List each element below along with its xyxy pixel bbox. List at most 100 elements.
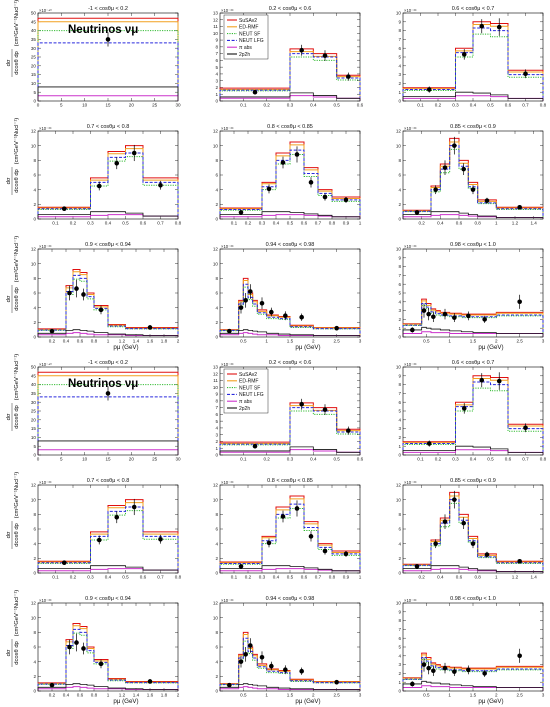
y-label-denominator: dcosθ dp xyxy=(14,287,20,311)
y-tick-label: 10 xyxy=(31,261,37,266)
y-tick-label: 6 xyxy=(215,645,218,650)
data-point xyxy=(482,671,487,676)
data-point xyxy=(431,668,436,674)
y-tick-label: 8 xyxy=(215,512,218,517)
y-tick-label: 45 xyxy=(31,373,37,378)
y-tick-label: 10 xyxy=(396,497,402,502)
x-tick-label: 0.5 xyxy=(333,103,340,108)
x-tick-label: 0.2 xyxy=(70,575,77,580)
legend-header: Neutrinos νμ xyxy=(68,24,138,36)
x-tick-label: 0.1 xyxy=(231,221,238,226)
panel-title: -1 < cosθμ < 0.2 xyxy=(88,6,128,12)
y-tick-label: 10 xyxy=(213,143,219,148)
y-tick-label: 2 xyxy=(398,81,401,86)
data-point xyxy=(482,317,487,322)
y-tick-label: 6 xyxy=(33,291,36,296)
data-point xyxy=(496,378,502,384)
y-tick-label: 10 xyxy=(213,497,219,502)
y-tick-label: 10 xyxy=(31,81,37,86)
data-point xyxy=(452,143,457,148)
series-2p2h xyxy=(219,329,361,337)
axis-exponent: ×10⁻³⁹ xyxy=(404,8,417,13)
x-axis-label: pμ (GeV) xyxy=(478,344,503,351)
y-tick-label: 2 xyxy=(215,556,218,561)
y-tick-label: 8 xyxy=(398,264,401,269)
y-tick-label: 8 xyxy=(215,630,218,635)
x-tick-label: 2.5 xyxy=(516,693,523,698)
y-tick-label: 9 xyxy=(398,609,401,614)
y-tick-label: 3 xyxy=(398,72,401,77)
data-point xyxy=(496,24,502,30)
y-tick-label: 6 xyxy=(33,173,36,178)
y-tick-label: 4 xyxy=(33,541,36,546)
y-tick-label: 6 xyxy=(215,58,218,63)
y-tick-label: 6 xyxy=(215,291,218,296)
y-tick-label: 50 xyxy=(31,11,37,16)
x-tick-label: 0.8 xyxy=(474,575,481,580)
data-point xyxy=(96,183,102,189)
data-point xyxy=(158,536,163,542)
x-tick-label: 5 xyxy=(60,457,63,462)
x-tick-label: 1.5 xyxy=(470,339,477,344)
legend-label: ED-RMF xyxy=(239,379,258,385)
panel-3: 0 1 2 3 4 5 6 7 8 9 10 0.1 0.2 0.3 0.4 0.5 0.6 0.7 0.8 0.6 … xyxy=(396,6,547,108)
x-tick-label: 0.4 xyxy=(310,103,317,108)
y-axis-label-16: dσ dcosθ dp (cm²GeV⁻¹Nucl⁻¹) xyxy=(6,590,20,667)
y-tick-label: 1 xyxy=(398,326,401,331)
y-tick-label: 30 xyxy=(31,400,37,405)
data-point xyxy=(238,564,244,569)
x-tick-label: 0.3 xyxy=(452,103,459,108)
data-point xyxy=(484,552,490,557)
x-axis-label: pμ (GeV) xyxy=(295,698,320,705)
y-tick-label: 1 xyxy=(398,680,401,685)
panel-title: -1 < cosθμ < 0.2 xyxy=(88,360,128,366)
y-tick-label: 8 xyxy=(215,44,218,49)
data-point xyxy=(452,315,457,320)
y-tick-label: 10 xyxy=(213,385,219,390)
data-point xyxy=(266,186,272,192)
series-ed-rmf xyxy=(37,148,179,219)
y-tick-label: 12 xyxy=(213,601,219,606)
y-label-units: (cm²GeV⁻¹Nucl⁻¹) xyxy=(14,118,20,165)
x-tick-label: 0.8 xyxy=(175,221,182,226)
panel-6: 0 2 4 6 8 10 12 0.2 0.4 0.6 0.8 1 1.2 1.4 0.85 < cosθμ… xyxy=(396,124,544,226)
y-tick-label: 9 xyxy=(398,19,401,24)
series-2p2h xyxy=(37,683,179,691)
data-point xyxy=(470,187,476,192)
data-point xyxy=(299,47,304,53)
x-tick-label: 0.6 xyxy=(456,575,463,580)
y-tick-label: 3 xyxy=(398,662,401,667)
series-2p2h xyxy=(219,211,361,219)
panel-13: 0 2 4 6 8 10 12 0.1 0.2 0.3 0.4 0.5 0.6 0.7 0.8 0.7 < c… xyxy=(31,478,182,580)
x-tick-label: 0.9 xyxy=(343,221,350,226)
y-tick-label: 40 xyxy=(31,382,37,387)
y-tick-label: 4 xyxy=(398,417,401,422)
series-ed-rmf xyxy=(402,654,544,691)
x-tick-label: 0.5 xyxy=(122,575,129,580)
series-neut-sf xyxy=(37,156,179,219)
x-tick-label: 0 xyxy=(37,103,40,108)
data-point xyxy=(105,391,111,396)
y-tick-label: 0 xyxy=(215,335,218,340)
axis-exponent: ×10⁻³⁹ xyxy=(404,126,417,131)
y-tick-label: 5 xyxy=(398,409,401,414)
panel-1: 0 5 10 15 20 25 30 35 40 45 50 0 5 10 15 20 25 30 -1 < cos… xyxy=(31,6,181,108)
data-point xyxy=(299,314,304,320)
x-tick-label: 0.4 xyxy=(470,457,477,462)
series-neut-lfg xyxy=(402,657,544,691)
y-tick-label: 12 xyxy=(31,247,37,252)
x-axis-label: pμ (GeV) xyxy=(113,344,138,351)
y-tick-label: 8 xyxy=(215,158,218,163)
y-tick-label: 35 xyxy=(31,391,37,396)
y-tick-label: 0 xyxy=(398,571,401,576)
x-tick-label: 1 xyxy=(359,575,362,580)
y-tick-label: 2 xyxy=(398,671,401,676)
data-point xyxy=(67,290,72,296)
x-tick-label: 1 xyxy=(265,693,268,698)
y-tick-label: 4 xyxy=(215,187,218,192)
axis-exponent: ×10⁻³⁹ xyxy=(404,598,417,603)
x-tick-label: 0.4 xyxy=(63,339,70,344)
x-tick-label: 0.2 xyxy=(245,221,252,226)
x-tick-label: 0.5 xyxy=(240,339,247,344)
